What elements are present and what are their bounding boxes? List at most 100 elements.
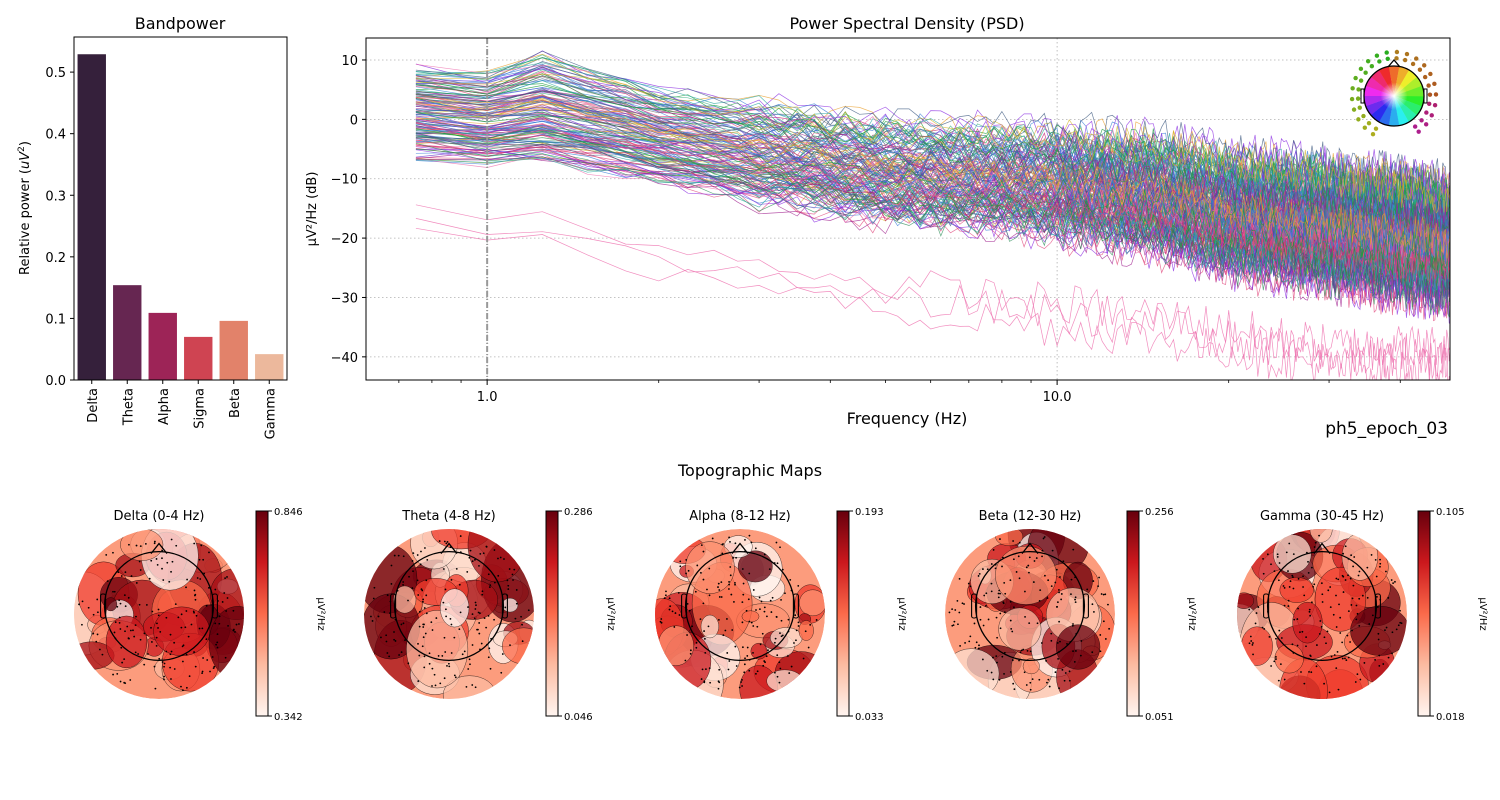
topomap-blob: [105, 615, 148, 669]
topomap-sensor: [165, 650, 168, 653]
topomap-sensor: [1335, 626, 1338, 628]
topomap-sensor: [700, 571, 702, 574]
topomap-sensor: [1335, 577, 1338, 580]
topomap-sensor: [741, 568, 744, 570]
topomap-sensor: [114, 621, 117, 624]
topomap-sensor: [728, 660, 731, 662]
topomap-sensor: [443, 540, 446, 543]
topomap-sensor: [1335, 667, 1338, 669]
topomap-sensor: [709, 681, 712, 684]
inset-electrode: [1432, 81, 1437, 87]
topomap-sensor: [504, 606, 507, 609]
topomap-sensor: [489, 584, 492, 586]
topomap-sensor: [425, 579, 428, 582]
topomap-sensor: [96, 598, 99, 601]
topomap-right-ear: [1374, 593, 1381, 619]
topomap-sensor: [157, 608, 160, 611]
topomap-sensor: [1378, 654, 1381, 657]
topomap-sensor: [1045, 659, 1048, 662]
topomap-sensor: [1029, 681, 1032, 684]
topomap-sensor: [513, 568, 516, 571]
topomap-sensor: [145, 604, 148, 606]
topomap-sensor: [1350, 604, 1353, 606]
topomap-sensor: [447, 662, 450, 665]
inset-electrode: [1370, 131, 1376, 137]
topomap-gamma: Gamma (30-45 Hz) 0.105 0.018 µV²/Hz: [1237, 507, 1488, 723]
topomap-sensor: [1325, 642, 1327, 645]
topomap-delta: Delta (0-4 Hz) 0.846 0.342 µV²/Hz: [74, 507, 326, 723]
topomap-sensor: [1010, 627, 1013, 630]
topomap-sensor: [1297, 577, 1300, 580]
topomap-sensor: [1257, 606, 1260, 608]
topomap-sensor: [659, 620, 662, 623]
topomap-sensor: [1066, 642, 1068, 645]
topomap-sensor: [402, 581, 405, 583]
topomap-sensor: [1099, 634, 1102, 636]
topomap-sensor: [1012, 558, 1015, 561]
topomap-sensor: [208, 586, 210, 589]
topomap-sensor: [211, 656, 214, 658]
inset-electrode: [1384, 50, 1389, 55]
inset-electrode: [1404, 51, 1410, 57]
topomap-sensor: [386, 652, 389, 654]
topomap-sensor: [764, 661, 766, 664]
topomap-sensor: [1349, 641, 1351, 643]
topomap-sensor: [700, 544, 703, 547]
topomap-sensor: [1003, 673, 1005, 675]
colorbar: 0.105 0.018 µV²/Hz: [1417, 507, 1488, 723]
psd-ytick-label: −20: [331, 232, 358, 247]
psd-trace: [415, 66, 1450, 240]
topomap-sensor: [977, 575, 980, 577]
topomap-sensor: [992, 678, 995, 681]
topomap-sensor: [153, 540, 156, 543]
topomap-sensor: [118, 621, 121, 624]
topomap-sensor: [126, 625, 129, 628]
topomap-sensor: [400, 623, 403, 626]
inset-electrode: [1416, 129, 1421, 134]
topomap-blob: [657, 625, 694, 666]
topomap-sensor: [750, 621, 753, 624]
topomap-sensor: [711, 537, 714, 540]
inset-electrode: [1417, 67, 1423, 72]
topomap-sensor: [98, 648, 101, 651]
topomap-sensor: [1342, 591, 1345, 593]
topomap-sensor: [133, 635, 136, 638]
topomap-sensor: [1296, 618, 1299, 620]
topomap-sensor: [1002, 602, 1005, 605]
topomap-sensor: [1366, 566, 1369, 569]
topomap-sensor: [759, 608, 761, 611]
topomap-sensor: [450, 578, 453, 581]
topomap-sensor: [418, 610, 421, 613]
topomap-sensor: [1379, 558, 1381, 561]
topomap-sensor: [1379, 565, 1381, 568]
topomap-sensor: [1102, 593, 1105, 596]
colorbar-max-label: 0.193: [855, 507, 884, 518]
topomap-sensor: [1395, 628, 1398, 631]
topomap-sensor: [763, 553, 766, 556]
topomap-sensor: [775, 541, 778, 544]
topomap-alpha: Alpha (8-12 Hz) 0.193 0.033 µV²/Hz: [655, 507, 907, 723]
topomap-sensor: [138, 603, 141, 606]
topomap-sensor: [759, 643, 762, 646]
topomap-sensor: [1074, 596, 1077, 599]
topomap-sensor: [756, 670, 759, 673]
topomap-sensor: [95, 640, 98, 643]
psd-trace: [415, 149, 1450, 325]
topomap-sensor: [1313, 583, 1316, 586]
topomap-sensor: [127, 637, 130, 640]
topomap-sensor: [112, 673, 114, 676]
topomap-sensor: [124, 605, 127, 608]
topomap-sensor: [1384, 629, 1386, 632]
topomap-sensor: [385, 634, 388, 637]
topomap-sensor: [768, 568, 771, 571]
topomap-sensor: [718, 589, 721, 591]
bandpower-ytick-label: 0.0: [45, 374, 66, 389]
topomap-sensor: [734, 583, 736, 586]
topomap-sensor: [113, 631, 116, 634]
topomap-sensor: [1326, 630, 1329, 633]
topomap-sensor: [161, 557, 163, 560]
colorbar: 0.846 0.342 µV²/Hz: [255, 507, 326, 723]
topomap-sensor: [1091, 603, 1094, 606]
inset-right-ear: [1423, 88, 1428, 104]
topomap-sensor: [467, 606, 469, 608]
